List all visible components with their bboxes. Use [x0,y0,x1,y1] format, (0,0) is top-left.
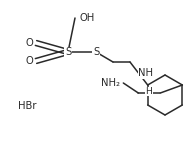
Text: O: O [25,56,33,66]
Text: S: S [93,47,99,57]
Text: OH: OH [79,13,94,23]
Text: HBr: HBr [18,101,36,111]
Text: NH: NH [138,68,153,78]
Text: O: O [25,38,33,48]
Text: NH₂: NH₂ [101,78,120,88]
Text: H: H [145,87,152,96]
Text: S: S [65,47,71,57]
